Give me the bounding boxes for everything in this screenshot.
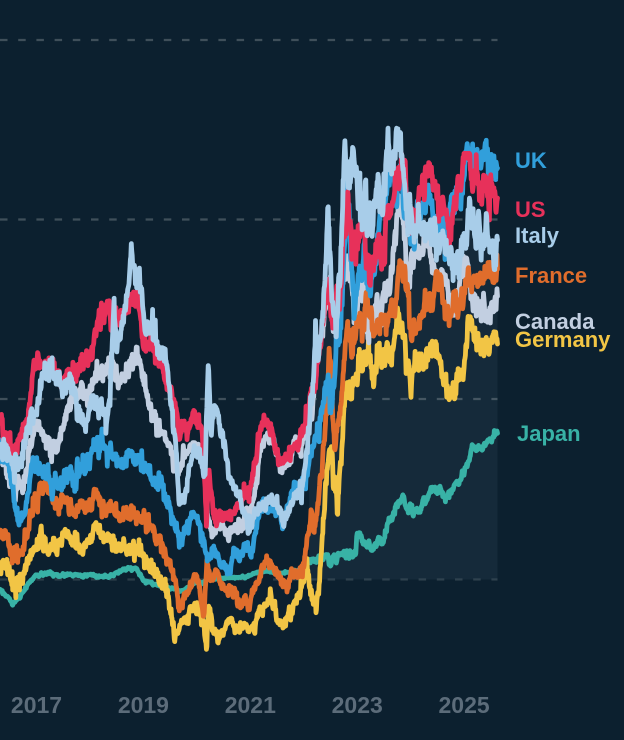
svg-text:France: France xyxy=(515,263,587,288)
svg-text:Canada: Canada xyxy=(515,309,595,334)
svg-text:2023: 2023 xyxy=(332,692,383,718)
svg-text:Italy: Italy xyxy=(515,223,560,248)
svg-text:Japan: Japan xyxy=(517,421,581,446)
svg-text:2017: 2017 xyxy=(11,692,62,718)
svg-text:Germany: Germany xyxy=(515,327,611,352)
svg-text:UK: UK xyxy=(515,148,547,173)
svg-text:US: US xyxy=(515,197,546,222)
svg-text:2021: 2021 xyxy=(225,692,276,718)
svg-text:2025: 2025 xyxy=(439,692,490,718)
svg-text:2019: 2019 xyxy=(118,692,169,718)
